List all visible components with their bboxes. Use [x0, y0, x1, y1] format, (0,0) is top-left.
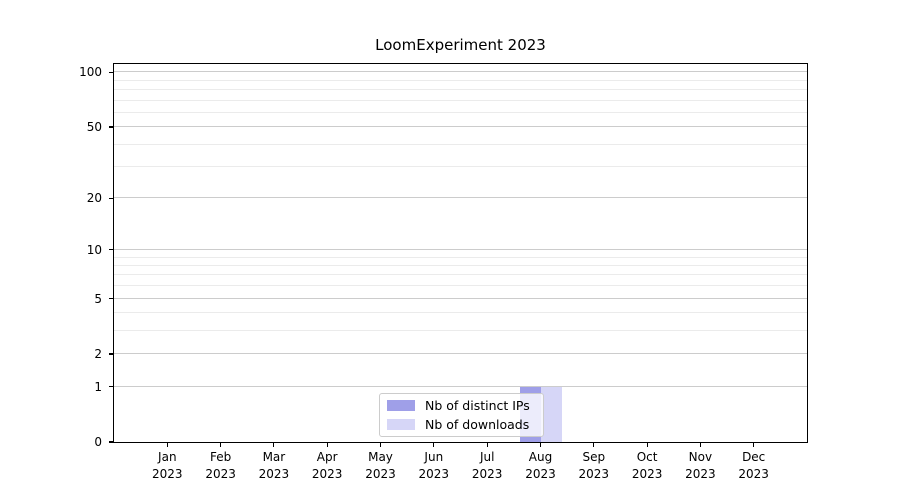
x-tick-month: Mar [262, 450, 286, 464]
x-tick-mark [166, 443, 168, 447]
gridline-minor [114, 89, 807, 90]
y-tick-label: 1 [94, 379, 102, 394]
x-tick-month: Jun [424, 450, 444, 464]
y-tick-mark [109, 353, 113, 355]
legend-swatch-distinct-ips [387, 400, 415, 412]
legend-label-distinct-ips: Nb of distinct IPs [425, 398, 530, 414]
x-tick-month: Oct [636, 450, 658, 464]
gridline-minor [114, 312, 807, 314]
x-tick-year: 2023 [738, 467, 769, 481]
x-tick-mark [220, 443, 222, 447]
x-tick-label: Mar 2023 [242, 449, 306, 483]
x-tick-mark [539, 443, 542, 447]
legend-entry-distinct-ips: Nb of distinct IPs [387, 397, 536, 415]
x-tick-month: Dec [742, 450, 766, 464]
y-tick-label: 2 [94, 347, 102, 361]
x-tick-month: May [368, 450, 393, 464]
x-tick-month: Nov [688, 450, 713, 464]
chart-title: LoomExperiment 2023 [375, 36, 546, 54]
x-tick-label: May 2023 [349, 449, 413, 483]
x-tick-month: Jan [158, 450, 177, 464]
x-tick-month: Feb [209, 450, 232, 464]
gridline-major [114, 385, 807, 387]
y-tick-label: 5 [94, 291, 102, 306]
x-tick-mark [433, 443, 435, 447]
y-tick-mark [109, 126, 113, 128]
x-tick-mark [646, 443, 648, 447]
gridline-minor [114, 265, 807, 266]
x-tick-label: Jun 2023 [402, 449, 466, 483]
gridline-minor [114, 79, 807, 81]
x-tick-month: Sep [582, 450, 606, 464]
gridline-major [114, 197, 807, 199]
y-tick-label: 10 [86, 242, 102, 257]
x-tick-mark [699, 443, 701, 447]
y-tick-label: 20 [86, 191, 102, 206]
x-tick-label: Aug 2023 [509, 449, 573, 483]
legend-entry-downloads: Nb of downloads [387, 416, 536, 434]
x-tick-label: Nov 2023 [668, 449, 732, 483]
y-tick-mark [109, 385, 113, 388]
plot-area: Nb of distinct IPs Nb of downloads [113, 63, 808, 443]
x-tick-month: Apr [316, 450, 338, 464]
gridline-major [114, 297, 807, 299]
x-tick-label: Oct 2023 [615, 449, 679, 483]
x-tick-year: 2023 [578, 467, 610, 481]
x-tick-mark [326, 443, 328, 447]
x-tick-year: 2023 [205, 467, 236, 481]
legend-swatch-downloads [387, 418, 415, 430]
x-tick-label: Apr 2023 [295, 449, 359, 483]
x-tick-mark [273, 443, 275, 447]
x-tick-year: 2023 [365, 467, 396, 481]
gridline-minor [114, 165, 807, 167]
x-tick-label: Sep 2023 [562, 449, 626, 483]
x-tick-label: Dec 2023 [722, 449, 786, 483]
gridline-major [114, 248, 807, 250]
y-tick-mark [109, 197, 113, 199]
x-tick-mark [486, 443, 488, 447]
y-tick-label: 100 [79, 65, 102, 80]
x-tick-mark [753, 443, 755, 447]
gridline-minor [114, 143, 807, 145]
x-tick-mark [379, 443, 382, 447]
legend-label-downloads: Nb of downloads [425, 416, 530, 432]
bar-downloads-aug [540, 386, 562, 442]
gridline-major [114, 126, 807, 127]
gridline-minor [114, 111, 807, 113]
x-tick-year: 2023 [471, 467, 503, 481]
x-tick-year: 2023 [311, 467, 343, 481]
y-tick-mark [109, 71, 113, 73]
x-tick-label: Jul 2023 [455, 449, 519, 483]
gridline-minor [114, 285, 807, 287]
gridline-major [114, 71, 807, 73]
gridline-minor [114, 256, 807, 258]
y-tick-mark [109, 249, 113, 251]
x-tick-year: 2023 [258, 467, 290, 481]
y-tick-mark [109, 297, 113, 300]
y-tick-label: 50 [86, 120, 102, 134]
x-tick-year: 2023 [631, 467, 663, 481]
gridline-minor [114, 274, 807, 276]
gridline-major [114, 353, 807, 354]
x-tick-month: Aug [528, 450, 553, 464]
gridline-minor [114, 99, 807, 101]
x-tick-year: 2023 [525, 467, 556, 481]
x-tick-year: 2023 [685, 467, 716, 481]
y-tick-mark [109, 441, 113, 443]
x-tick-label: Feb 2023 [189, 449, 253, 483]
y-tick-label: 0 [94, 435, 102, 449]
x-tick-year: 2023 [418, 467, 450, 481]
gridline-minor [114, 329, 807, 331]
legend: Nb of distinct IPs Nb of downloads [379, 393, 544, 437]
x-tick-mark [593, 443, 595, 447]
x-tick-label: Jan 2023 [135, 449, 199, 483]
x-tick-month: Jul [479, 450, 495, 464]
x-tick-year: 2023 [152, 467, 183, 481]
